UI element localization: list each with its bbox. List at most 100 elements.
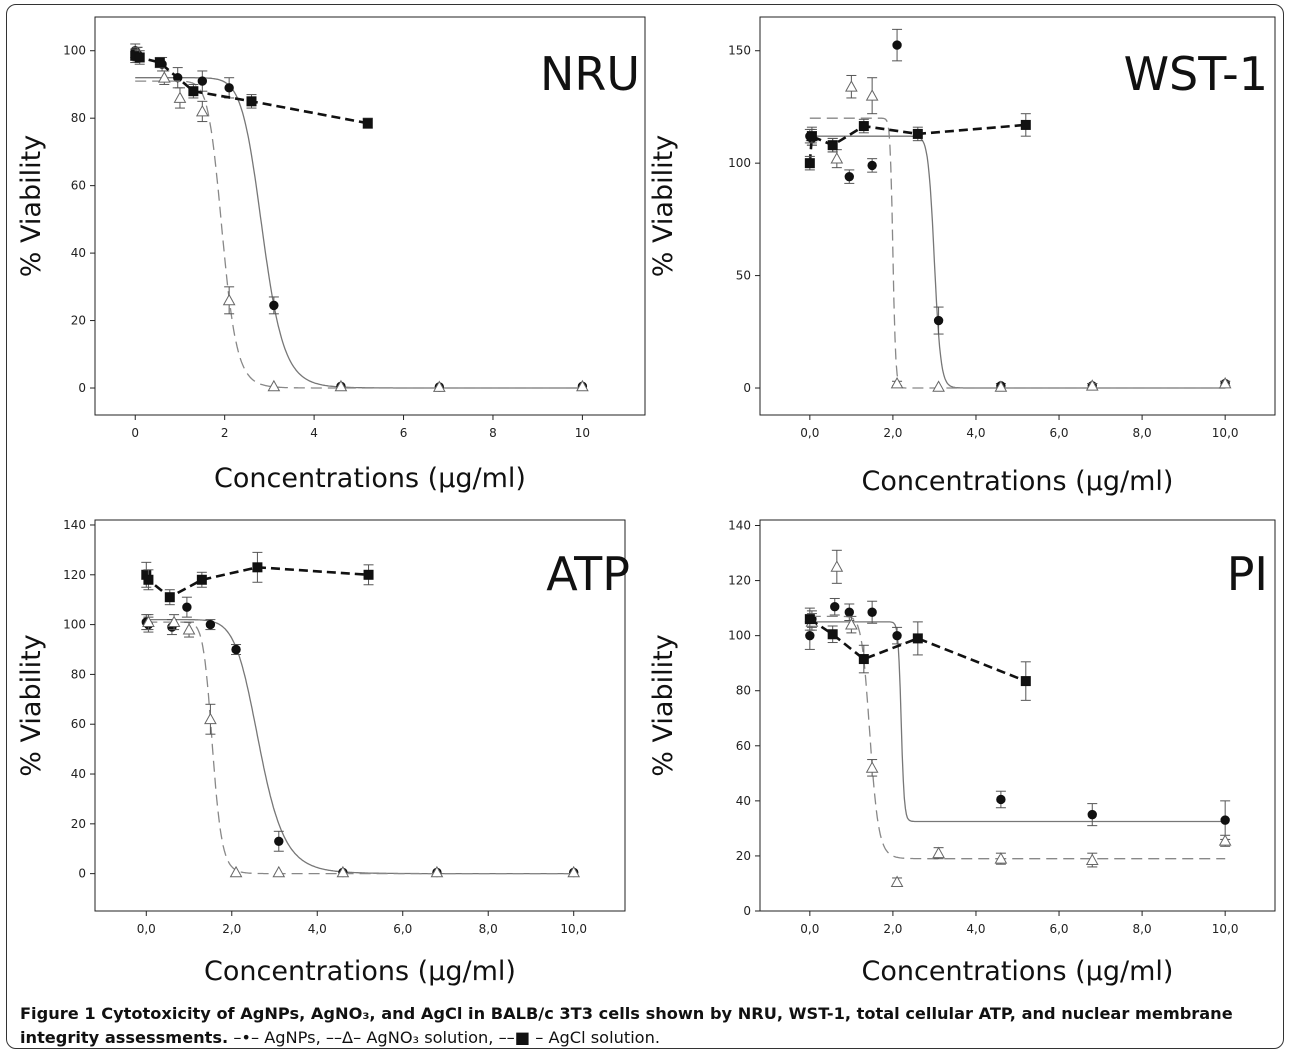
panel0-y-tick-label: 60	[71, 179, 86, 193]
panel0-x-axis-title: Concentrations (μg/ml)	[214, 463, 526, 494]
panel0-agnps-point	[224, 83, 234, 93]
panel1-y-axis-title: % Viability	[648, 135, 679, 277]
panel2-x-tick-label: 0,0	[137, 922, 156, 936]
panel1-agno-solution-fit-curve	[809, 117, 1226, 389]
panel1-agno-solution-point	[830, 152, 844, 164]
panel1-agcl-solution-point	[912, 128, 923, 139]
panel0-agno-solution-point	[432, 380, 446, 392]
panel0-y-tick-label: 20	[71, 314, 86, 328]
caption-legend: –•– AgNPs, ––Δ– AgNO₃ solution, ––■ – Ag…	[228, 1028, 660, 1047]
panel2-y-tick-label: 120	[63, 568, 86, 582]
panel2-agno-solution-point	[336, 865, 350, 878]
panel1-agnps-point	[844, 171, 854, 182]
panel2-x-tick-label: 8,0	[479, 922, 498, 936]
panel1-agcl-solution-point	[858, 121, 869, 132]
panel1-y-tick-label: 0	[743, 381, 751, 395]
panel3-x-tick-label: 0,0	[800, 922, 819, 936]
panel3-agnps-point	[805, 630, 815, 641]
panel3-agno-solution-point	[1085, 853, 1099, 865]
panel2-agno-solution-point	[182, 623, 196, 635]
panel1-agno-solution-point	[1218, 376, 1232, 389]
panel0-y-tick-label: 40	[71, 246, 86, 260]
panel1-agcl-solution-point	[827, 140, 838, 151]
panel2-y-tick-label: 100	[63, 618, 86, 632]
panel1-agno-solution-point	[994, 380, 1008, 392]
panel2-agno-solution-point	[229, 865, 243, 878]
panel1-x-tick-label: 8,0	[1133, 426, 1152, 440]
panel1-y-tick-label: 150	[728, 44, 751, 58]
panel3-agcl-solution-point	[858, 654, 869, 665]
panel2-agno-solution-point	[142, 615, 155, 628]
panel1-agno-solution-point	[890, 376, 904, 389]
panel3-agcl-solution-series	[804, 607, 1031, 701]
panel0-agno-solution-point	[334, 379, 348, 392]
panel3-agnps-point	[844, 607, 854, 617]
panel0-agnps-point	[269, 300, 279, 311]
panel1-agno-solution-point	[865, 89, 879, 101]
panel2-agno-solution-point	[167, 615, 181, 628]
panel0-agno-solution-point	[267, 379, 281, 392]
panel1-plot-area	[759, 16, 1276, 416]
panel3-agnps-point	[830, 602, 840, 612]
panel3-agno-solution-point	[865, 761, 879, 773]
panel3-y-tick-label: 120	[728, 574, 751, 588]
panel3-y-tick-label: 80	[736, 684, 751, 698]
figure-frame	[6, 4, 1284, 1049]
figure-caption: Figure 1 Cytotoxicity of AgNPs, AgNO₃, a…	[20, 1002, 1275, 1050]
panel-pi: 0,0 2,0 4,0 6,0 8,0 10,0 0 20 40 60 80 100 120 140 Con…	[648, 519, 1276, 987]
panel3-agcl-solution-point	[827, 629, 838, 640]
panel2-agcl-solution-point	[164, 592, 175, 603]
panel0-agnps-point	[197, 76, 208, 86]
caption-label: Figure 1	[20, 1004, 96, 1023]
panel2-agnps-series	[141, 596, 579, 878]
panel3-x-axis-title: Concentrations (μg/ml)	[862, 956, 1174, 987]
panel3-agcl-solution-line	[809, 618, 1027, 683]
panel0-agno-solution-point	[157, 71, 171, 83]
panel1-agnps-point	[933, 315, 944, 326]
panel3-agcl-solution-point	[804, 614, 815, 625]
panel3-y-tick-label: 140	[728, 519, 751, 533]
panel2-plot-area	[94, 519, 626, 912]
panel0-agno-solution-point	[222, 293, 236, 306]
panel1-x-tick-label: 0,0	[800, 426, 819, 440]
panel3-agnps-point	[1220, 815, 1230, 825]
panel2-x-axis-title: Concentrations (μg/ml)	[204, 956, 516, 987]
panel3-x-tick-label: 2,0	[883, 922, 902, 936]
panel3-x-tick-label: 10,0	[1212, 922, 1239, 936]
panel2-y-tick-label: 80	[71, 667, 86, 681]
panel3-agnps-point	[867, 607, 877, 617]
panel3-agcl-solution-point	[912, 633, 923, 644]
panel2-x-tick-label: 4,0	[308, 922, 327, 936]
panel1-x-tick-label: 4,0	[966, 426, 985, 440]
panel1-agcl-solution-series	[804, 113, 1031, 171]
panel1-agno-solution-point	[845, 80, 858, 92]
panel3-agcl-solution-point	[1020, 676, 1031, 687]
panel2-agnps-point	[205, 619, 216, 630]
panel3-agnps-point	[1087, 809, 1097, 820]
panel0-agcl-solution-point	[134, 52, 145, 63]
panel2-agno-solution-series	[142, 614, 581, 878]
panel0-agcl-solution-series	[130, 48, 373, 129]
panel1-agnps-point	[892, 40, 902, 50]
panel3-y-axis-title: % Viability	[648, 634, 679, 776]
panel2-agcl-solution-point	[363, 569, 374, 580]
panel3-agnps-series	[804, 597, 1231, 840]
panel3-title: PI	[1227, 547, 1268, 601]
panel3-agnps-point	[996, 794, 1006, 805]
panel0-agcl-solution-point	[246, 96, 257, 107]
panel3-agno-solution-point	[830, 560, 844, 572]
panel2-x-tick-label: 10,0	[560, 922, 587, 936]
panel1-y-tick-label: 100	[728, 156, 751, 170]
panel2-agnps-point	[182, 602, 192, 612]
panel3-agnps-point	[892, 630, 902, 641]
panel1-x-tick-label: 10,0	[1212, 426, 1239, 440]
panel2-title: ATP	[546, 547, 630, 601]
panel0-agcl-solution-point	[362, 118, 373, 129]
panel0-y-tick-label: 100	[63, 44, 86, 58]
panel0-agno-solution-fit-curve	[135, 80, 583, 389]
panel1-agno-solution-point	[1085, 379, 1099, 391]
panel0-agcl-solution-line	[134, 54, 369, 125]
panel2-y-tick-label: 40	[71, 767, 86, 781]
